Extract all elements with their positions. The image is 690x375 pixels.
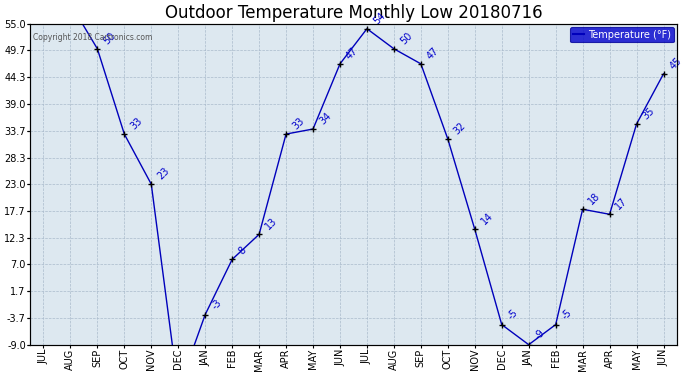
Text: 47: 47 xyxy=(425,45,441,61)
Text: 33: 33 xyxy=(290,116,306,131)
Text: 33: 33 xyxy=(128,116,144,131)
Text: 35: 35 xyxy=(641,105,656,121)
Text: -3: -3 xyxy=(209,298,224,312)
Text: 17: 17 xyxy=(613,196,629,211)
Text: 23: 23 xyxy=(155,166,171,182)
Text: 8: 8 xyxy=(236,245,248,256)
Legend: Temperature (°F): Temperature (°F) xyxy=(570,27,674,42)
Text: 47: 47 xyxy=(344,45,360,61)
Text: -5: -5 xyxy=(560,308,574,322)
Text: 13: 13 xyxy=(264,216,279,232)
Text: 56: 56 xyxy=(0,374,1,375)
Text: -9: -9 xyxy=(533,328,546,342)
Title: Outdoor Temperature Monthly Low 20180716: Outdoor Temperature Monthly Low 20180716 xyxy=(165,4,542,22)
Text: 18: 18 xyxy=(586,191,602,207)
Text: 45: 45 xyxy=(668,55,684,71)
Text: 14: 14 xyxy=(479,211,495,226)
Text: 32: 32 xyxy=(452,120,468,136)
Text: -5: -5 xyxy=(506,308,520,322)
Text: 50: 50 xyxy=(101,30,117,46)
Text: 50: 50 xyxy=(398,30,414,46)
Text: 54: 54 xyxy=(371,10,387,26)
Text: Copyright 2018 Cartronics.com: Copyright 2018 Cartronics.com xyxy=(33,33,152,42)
Text: 34: 34 xyxy=(317,111,333,126)
Text: -18: -18 xyxy=(0,374,1,375)
Text: 59: 59 xyxy=(0,374,1,375)
